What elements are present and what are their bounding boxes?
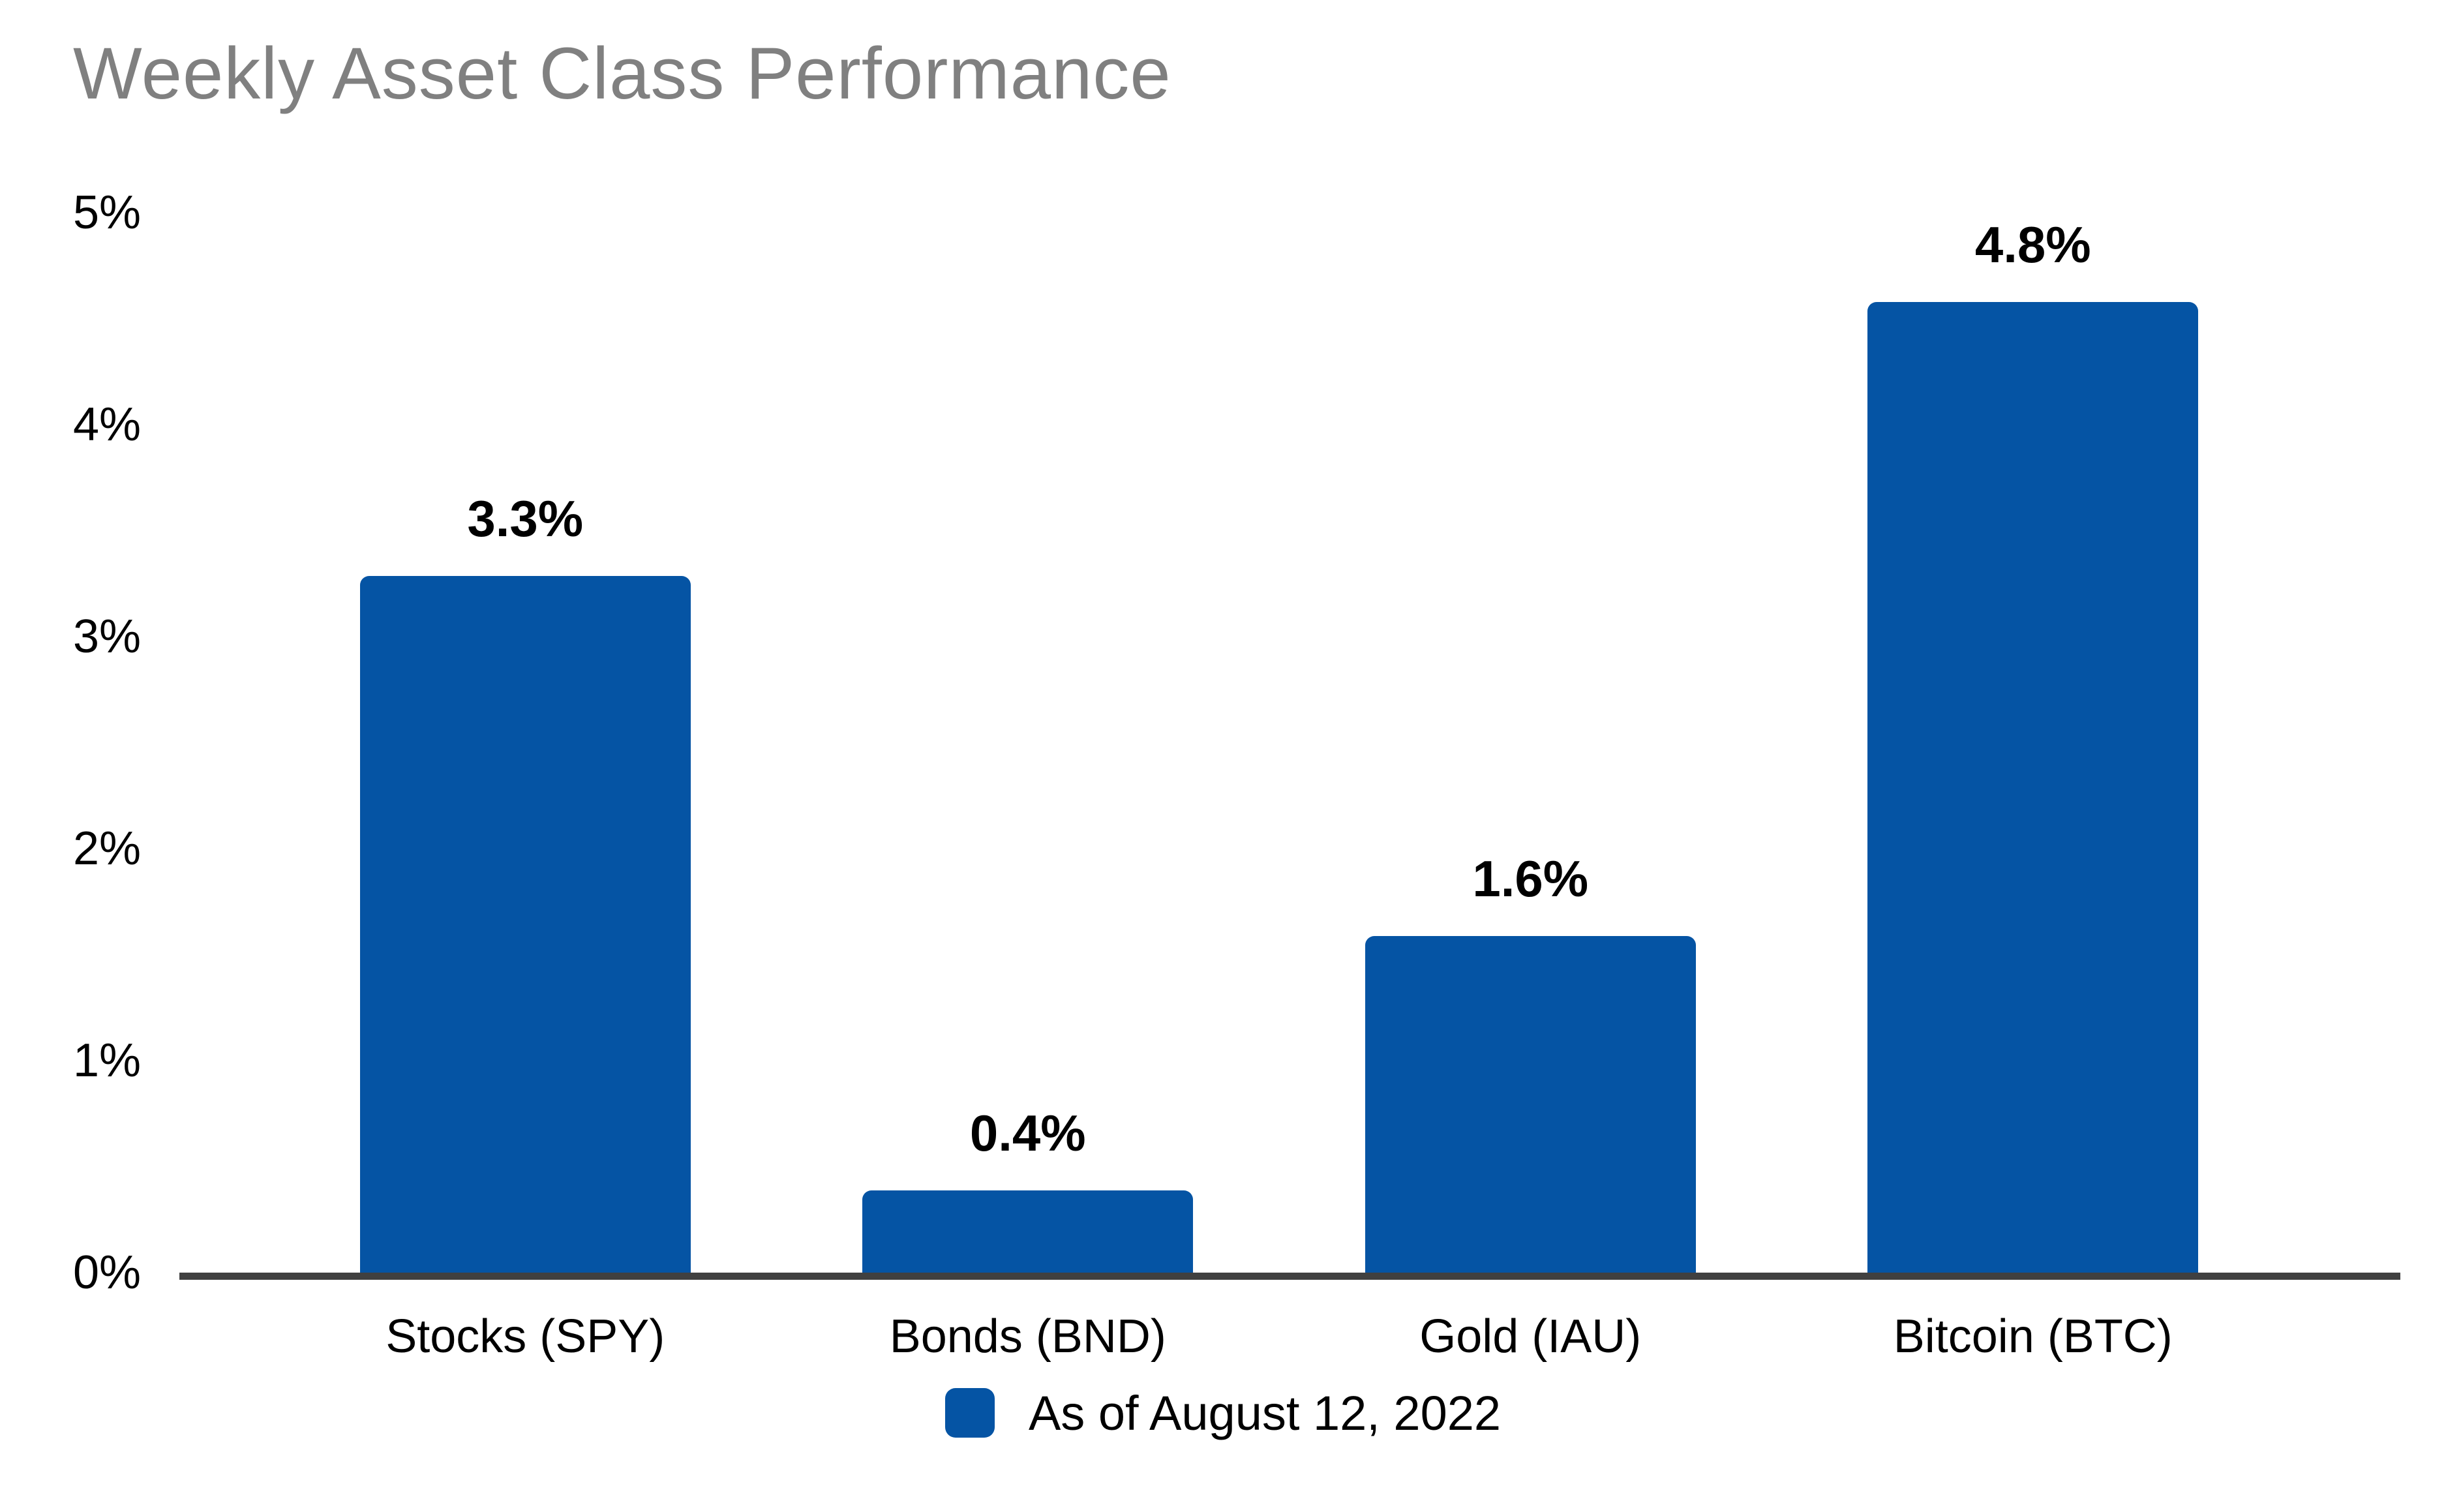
bar-group: 3.3% <box>274 215 777 1275</box>
bar-value-label: 1.6% <box>1472 850 1589 907</box>
blue-square-icon <box>944 1388 995 1438</box>
x-axis-category-label: Bitcoin (BTC) <box>1893 1310 2173 1363</box>
bar-group: 1.6% <box>1279 215 1782 1275</box>
bar-value-label: 4.8% <box>1974 216 2091 273</box>
y-axis-tick-label: 1% <box>73 1035 142 1087</box>
y-axis-tick-label: 5% <box>73 187 142 239</box>
bar <box>862 1190 1194 1275</box>
bar-value-label: 3.3% <box>467 489 584 547</box>
x-axis-category-label: Gold (IAU) <box>1419 1310 1642 1363</box>
x-axis-category-label: Stocks (SPY) <box>385 1310 665 1363</box>
y-axis-tick-label: 4% <box>73 399 142 451</box>
bar <box>1365 936 1696 1275</box>
x-axis-category-labels: Stocks (SPY) Bonds (BND) Gold (IAU) Bitcoin… <box>274 1310 2284 1363</box>
x-axis-line <box>179 1273 2400 1280</box>
bar-group: 4.8% <box>1782 215 2285 1275</box>
bar <box>359 575 691 1275</box>
plot-area: 3.3% 0.4% 1.6% 4.8% <box>274 215 2284 1275</box>
bar <box>1867 302 2199 1275</box>
legend-label: As of August 12, 2022 <box>1028 1385 1502 1440</box>
y-axis-tick-label: 3% <box>73 611 142 663</box>
chart-title: Weekly Asset Class Performance <box>73 33 1171 114</box>
y-axis-tick-label: 2% <box>73 823 142 875</box>
bar-value-label: 0.4% <box>969 1104 1086 1162</box>
x-axis-category-label: Bonds (BND) <box>889 1310 1166 1363</box>
y-axis-tick-label: 0% <box>73 1247 142 1299</box>
bar-group: 0.4% <box>777 215 1280 1275</box>
legend: As of August 12, 2022 <box>0 1385 2446 1440</box>
